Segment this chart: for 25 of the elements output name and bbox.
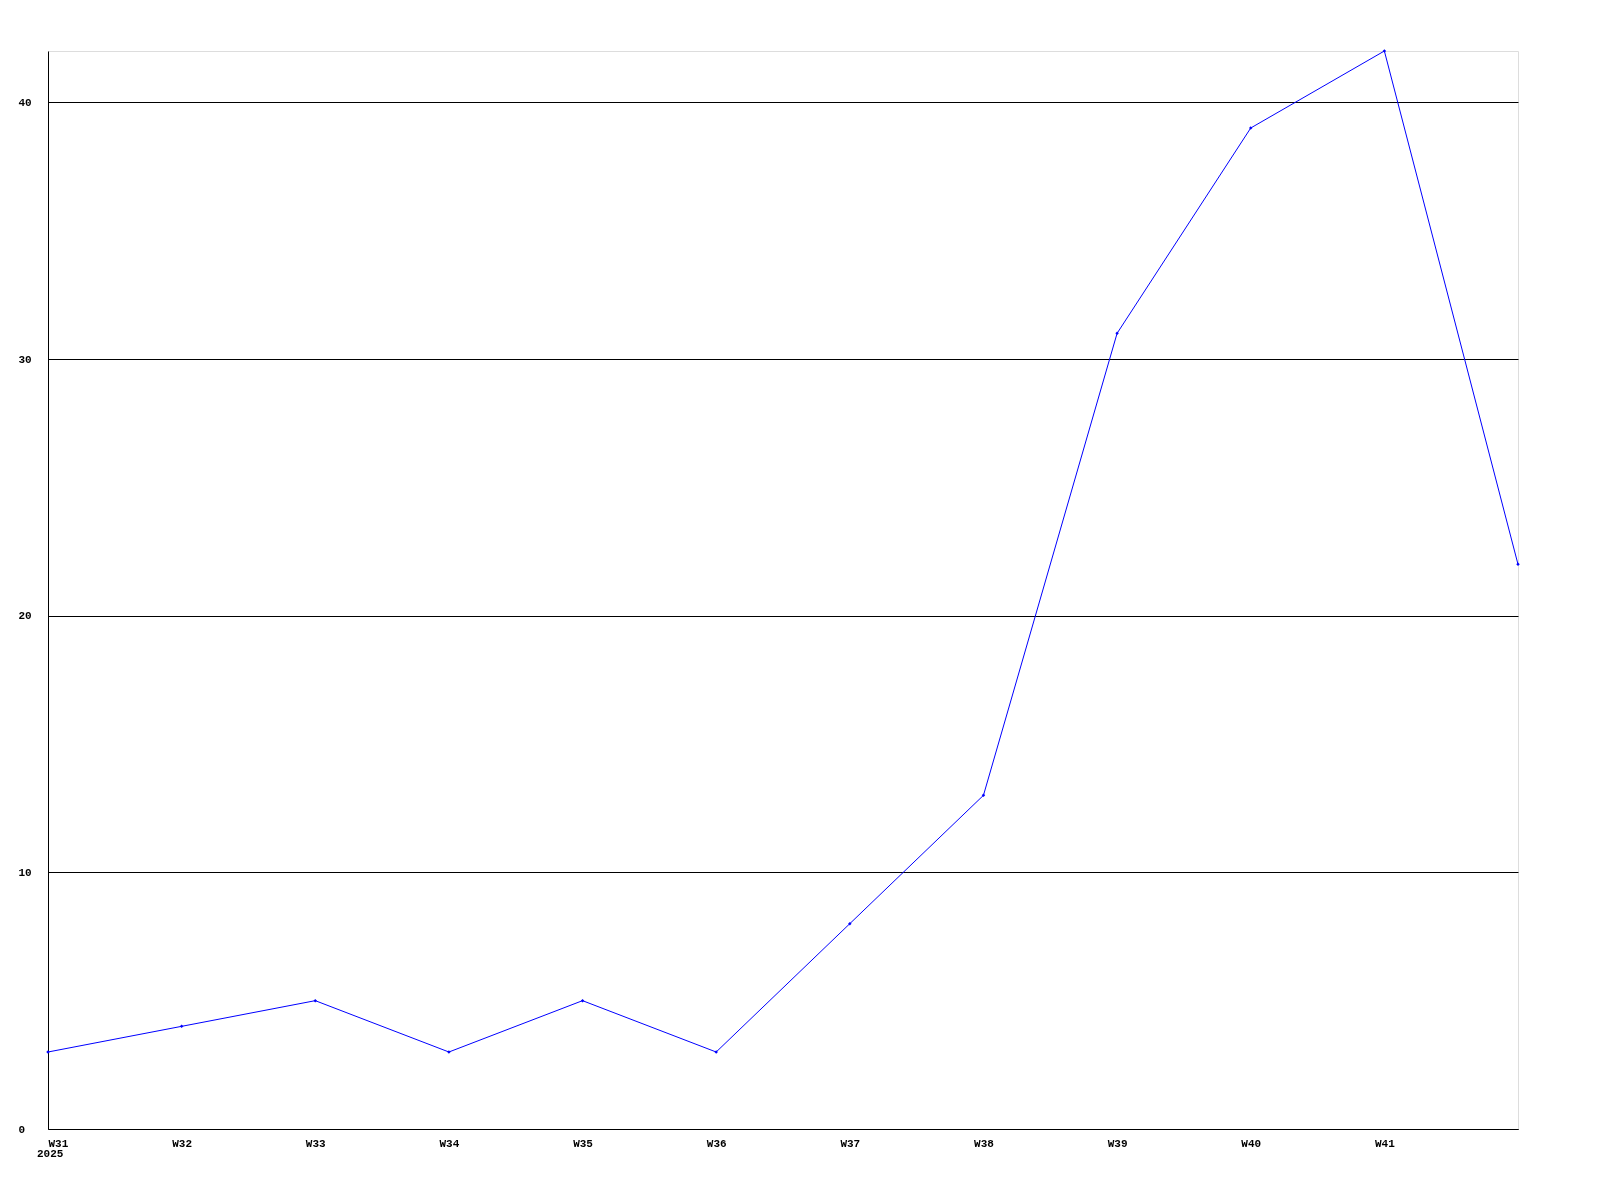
- point: [848, 921, 852, 926]
- point: [1516, 562, 1520, 567]
- x-tick-label: W40: [1241, 1137, 1262, 1150]
- line-series: [46, 49, 1520, 1054]
- x-tick-label: W36: [706, 1137, 727, 1150]
- point: [179, 1024, 184, 1029]
- y-tick-label: 0: [18, 1123, 26, 1136]
- x-tick-label: W39: [1107, 1137, 1128, 1150]
- x-tick-label: W32: [172, 1137, 193, 1150]
- y-tick-label: 10: [18, 866, 32, 879]
- x-tick-label: W34: [439, 1137, 460, 1150]
- y-tick-label: 30: [18, 353, 32, 366]
- text: 2025: [37, 1148, 64, 1160]
- point: [1115, 331, 1119, 336]
- x-tick-label: W41: [1374, 1137, 1396, 1150]
- point: [313, 998, 317, 1003]
- x-tick-label: W37: [840, 1137, 861, 1150]
- point: [1382, 49, 1387, 53]
- x-tick-label: W33: [305, 1137, 327, 1150]
- x-tick-label: W38: [974, 1137, 995, 1150]
- y-tick-label: 20: [18, 610, 32, 623]
- x-tick-label: W31: [48, 1137, 69, 1150]
- y-tick-label: 40: [18, 96, 32, 109]
- x-tick-label: W35: [573, 1137, 594, 1150]
- point: [1249, 126, 1253, 130]
